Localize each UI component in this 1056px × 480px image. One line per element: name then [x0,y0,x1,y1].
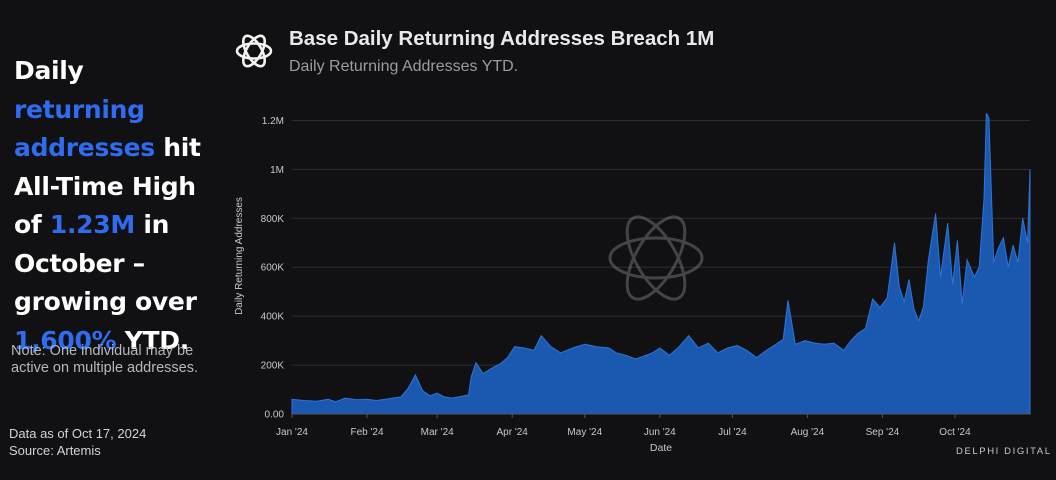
y-tick-label: 800K [261,214,285,225]
x-tick-label: Apr '24 [497,427,529,438]
y-tick-label: 200K [261,361,285,372]
headline-text: Daily [14,56,84,85]
x-axis-label: Date [650,442,672,454]
chart-title: Base Daily Returning Addresses Breach 1M [289,27,715,50]
x-tick-label: May '24 [567,427,602,438]
x-tick-label: Jan '24 [276,427,308,438]
y-axis-label: Daily Returning Addresses [234,197,245,315]
headline-highlight: returning addresses [14,94,155,163]
watermark-logo-icon [608,215,704,301]
delphi-knot-icon [235,34,273,68]
x-tick-label: Feb '24 [350,427,383,438]
headline-text: YTD. [116,325,190,355]
footnote: Note: One individual may be active on mu… [11,343,198,376]
y-tick-label: 400K [261,312,285,323]
x-tick-label: Aug '24 [791,427,825,438]
headline: Daily returning addresses hit All-Time H… [14,52,214,360]
chart-subtitle: Daily Returning Addresses YTD. [289,58,519,75]
source-info: Data as of Oct 17, 2024 Source: Artemis [9,425,146,459]
y-tick-label: 600K [261,263,285,274]
headline-text: hit All-Time High of [14,133,201,239]
y-tick-label: 1M [270,165,284,176]
data-source: Source: Artemis [9,443,101,458]
x-tick-label: Jun '24 [644,427,676,438]
brand-label: DELPHI DIGITAL [956,446,1052,457]
headline-highlight: 1.23M [49,210,135,239]
data-date: Data as of Oct 17, 2024 [9,426,147,441]
x-tick-label: Jul '24 [718,427,747,438]
headline-text: in October – growing over [14,210,197,316]
y-tick-label: 1.2M [262,116,284,127]
x-tick-label: Oct '24 [939,427,971,438]
headline-panel: Daily returning addresses hit All-Time H… [14,52,214,360]
headline-highlight: 1,600% [14,325,117,355]
y-tick-label: 0.00 [265,410,285,421]
series-area [291,112,1031,415]
axes: 0.00 200K 400K 600K 800K 1M 1.2M Jan '24 Feb '24… [261,116,1030,438]
x-tick-label: Sep '24 [866,427,900,438]
x-tick-label: Mar '24 [421,427,454,438]
